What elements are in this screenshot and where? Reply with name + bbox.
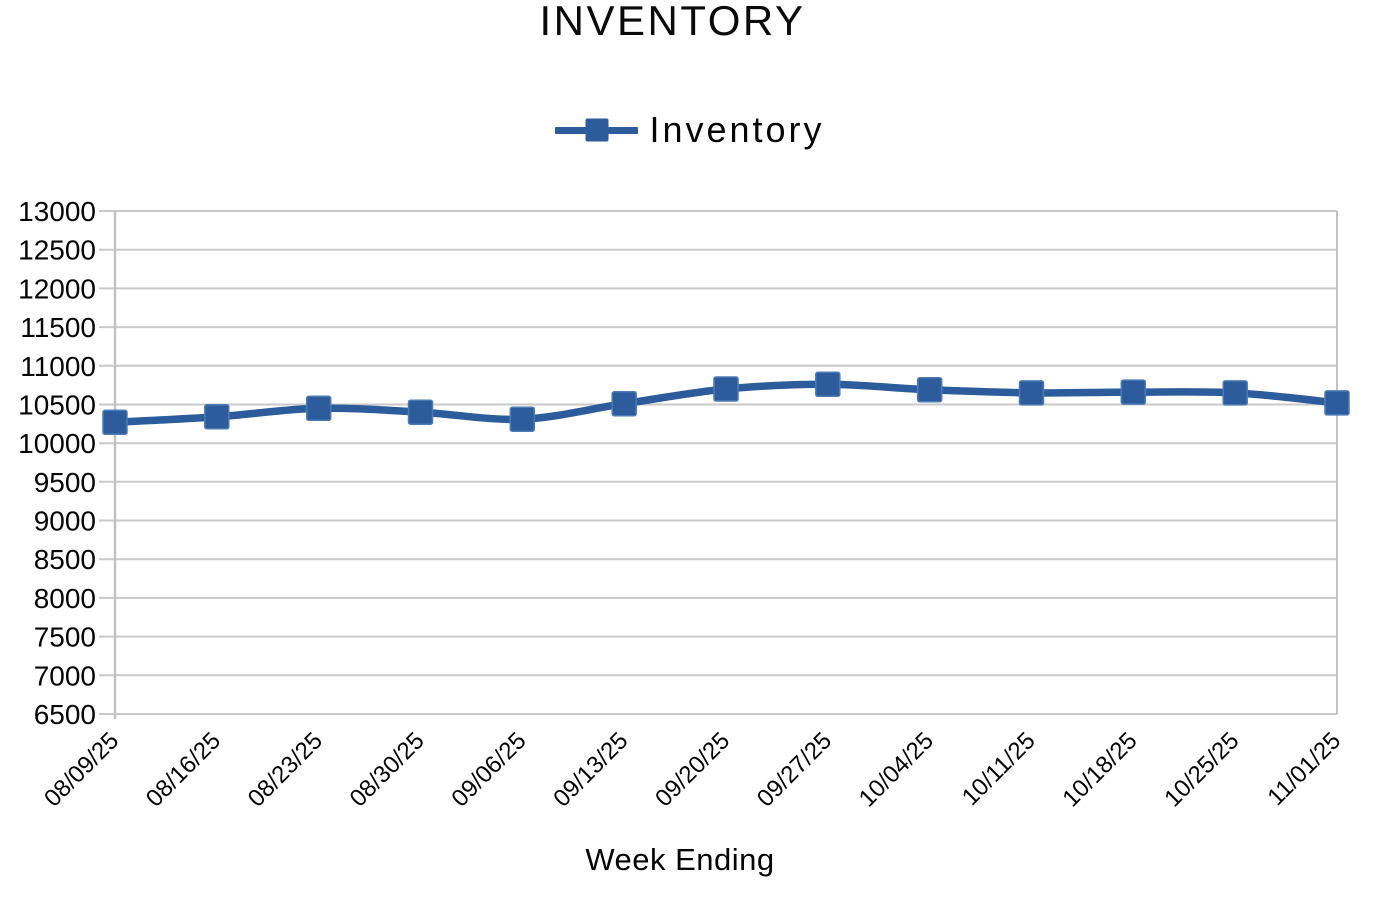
x-axis-tick-label: 10/25/25 (1159, 727, 1244, 812)
data-point-marker (815, 371, 841, 398)
data-point-marker (102, 409, 128, 436)
data-point-marker (611, 390, 637, 417)
y-axis-tick-label: 6500 (34, 699, 96, 730)
y-axis-tick-label: 13000 (18, 196, 96, 227)
legend-line-marker-icon (555, 118, 639, 142)
y-axis-tick-label: 9500 (34, 467, 96, 498)
data-point-marker (509, 406, 536, 432)
x-axis-tick-label: 08/16/25 (141, 727, 226, 812)
y-axis-tick-label: 10500 (18, 390, 96, 421)
data-point-marker (1120, 379, 1147, 405)
data-point-marker (916, 377, 943, 403)
data-point-marker (1222, 380, 1248, 406)
data-point-marker (713, 376, 739, 402)
x-axis-tick-label: 09/20/25 (650, 727, 735, 812)
y-axis-tick-label: 11500 (20, 312, 96, 343)
x-axis-tick-label: 09/27/25 (752, 727, 837, 812)
x-axis-tick-label: 09/13/25 (548, 727, 633, 812)
x-axis-tick-label: 08/23/25 (243, 727, 328, 812)
data-point-marker (305, 395, 332, 422)
y-axis-tick-label: 12500 (18, 235, 96, 266)
data-point-marker (1324, 390, 1350, 416)
x-axis-tick-label: 09/06/25 (446, 727, 531, 812)
x-axis-title: Week Ending (585, 842, 775, 877)
y-axis-tick-label: 11000 (20, 351, 96, 382)
y-axis-tick-label: 8500 (34, 544, 96, 575)
legend-square-marker-icon (585, 118, 609, 142)
x-axis-tick-label: 11/01/25 (1262, 727, 1346, 811)
data-point-marker (407, 399, 434, 425)
y-axis-tick-label: 7000 (34, 660, 96, 691)
data-point-marker (204, 404, 230, 430)
x-axis-tick-label: 08/30/25 (345, 727, 430, 812)
data-point-marker (1018, 380, 1045, 406)
x-axis-tick-label: 10/11/25 (957, 727, 1041, 811)
y-axis-tick-label: 10000 (18, 428, 96, 459)
x-axis-tick-label: 08/09/25 (39, 727, 124, 812)
y-axis-tick-label: 7500 (34, 622, 96, 653)
chart-title: INVENTORY (539, 0, 806, 44)
x-axis-tick-label: 10/18/25 (1057, 727, 1142, 812)
y-axis-tick-label: 8000 (34, 583, 96, 614)
x-axis-tick-label: 10/04/25 (854, 727, 939, 812)
y-axis-tick-label: 12000 (18, 273, 96, 304)
y-axis-tick-label: 9000 (34, 506, 96, 537)
legend-label: Inventory (649, 109, 825, 150)
legend: Inventory (0, 107, 1380, 153)
